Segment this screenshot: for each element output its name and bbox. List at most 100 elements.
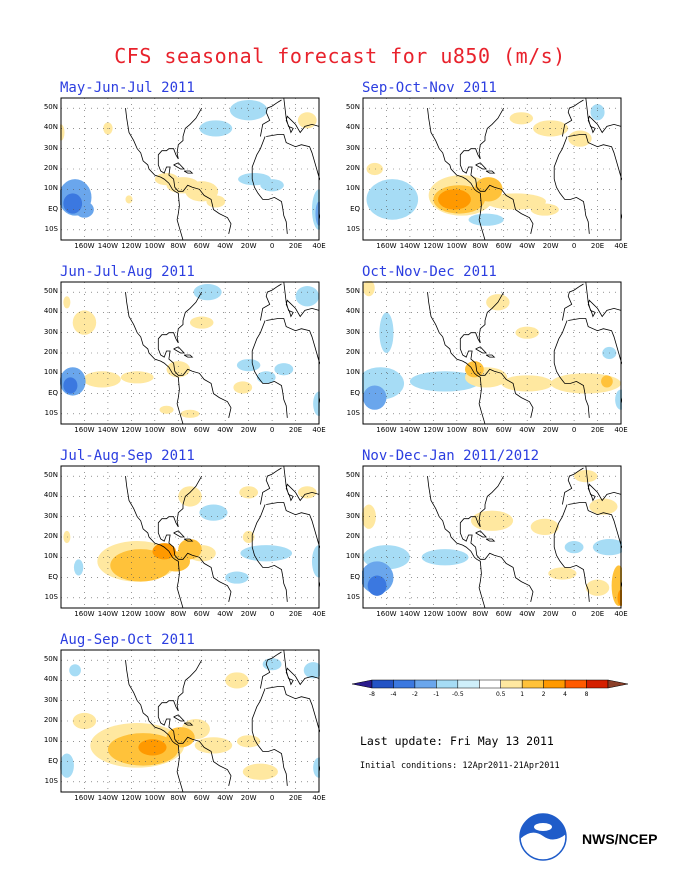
coastline	[585, 281, 622, 318]
y-tick-label: EQ	[48, 388, 58, 397]
panel-title: Jul-Aug-Sep 2011	[60, 448, 195, 464]
coastline	[283, 465, 320, 502]
anomaly-region	[83, 371, 121, 388]
anomaly-region	[190, 316, 214, 329]
x-tick-label: 120W	[423, 242, 444, 250]
coastline	[173, 530, 186, 538]
x-tick-label: 0	[269, 242, 275, 250]
x-tick-label: 160W	[376, 426, 397, 434]
x-tick-label: 40E	[312, 794, 326, 802]
x-tick-label: 40W	[217, 242, 234, 250]
coastline	[459, 107, 534, 234]
map-panel	[362, 97, 622, 241]
anomaly-region	[564, 541, 584, 554]
anomaly-region	[166, 727, 195, 748]
x-tick-label: 160W	[376, 242, 397, 250]
anomaly-region	[185, 181, 219, 202]
y-tick-label: 50N	[43, 103, 58, 112]
y-tick-label: 30N	[43, 695, 58, 704]
y-tick-label: 10S	[346, 592, 360, 601]
y-tick-label: 10S	[44, 776, 58, 785]
coastline	[183, 538, 194, 542]
y-tick-label: 40N	[43, 123, 58, 132]
anomaly-region	[366, 179, 419, 220]
anomaly-region	[548, 567, 577, 580]
coastline	[475, 162, 488, 170]
y-tick-label: 50N	[345, 471, 360, 480]
y-tick-label: 20N	[43, 348, 58, 356]
anomaly-region	[465, 361, 484, 378]
colorbar-label: -0.5	[452, 691, 464, 698]
anomaly-region	[363, 281, 375, 297]
map-panel	[60, 465, 320, 609]
anomaly-region	[295, 286, 319, 307]
colorbar-swatch	[351, 679, 373, 689]
colorbar-label: -1	[433, 691, 439, 698]
panel-title: Jun-Jul-Aug 2011	[60, 264, 195, 280]
x-tick-label: 100W	[446, 426, 467, 434]
colorbar-label: -4	[390, 691, 396, 698]
anomaly-region	[240, 545, 293, 562]
x-tick-label: 100W	[144, 242, 165, 250]
colorbar-label: -2	[412, 691, 418, 698]
anomaly-region	[589, 498, 618, 515]
y-tick-label: 10N	[43, 552, 58, 561]
x-tick-label: 140W	[399, 426, 421, 434]
anomaly-region	[242, 763, 278, 780]
anomaly-region	[363, 385, 387, 410]
x-tick-label: 100W	[446, 610, 467, 618]
anomaly-region	[509, 112, 534, 125]
y-tick-label: 10S	[346, 408, 360, 417]
x-tick-label: 0	[269, 426, 275, 434]
x-tick-label: 40W	[519, 610, 536, 618]
coastline	[427, 476, 486, 609]
anomaly-region	[313, 757, 320, 778]
x-tick-label: 40E	[614, 242, 628, 250]
coastline	[125, 660, 184, 793]
anomaly-region	[530, 203, 559, 216]
y-tick-label: 30N	[43, 511, 58, 520]
anomaly-region	[379, 312, 394, 353]
anomaly-region	[199, 504, 228, 521]
last-update-text: Last update: Fri May 13 2011	[360, 734, 554, 748]
y-tick-label: 40N	[43, 491, 58, 500]
x-tick-label: 80W	[170, 242, 187, 250]
coastline	[553, 504, 590, 602]
x-tick-label: 20E	[288, 610, 303, 618]
anomaly-region	[60, 753, 74, 778]
coastline	[266, 318, 320, 365]
map-panel	[60, 97, 320, 241]
colorbar-swatch	[500, 679, 523, 689]
coastline	[562, 99, 584, 137]
coastline	[485, 354, 496, 358]
anomaly-region	[225, 672, 249, 689]
x-tick-label: 80W	[472, 610, 489, 618]
y-tick-label: 40N	[345, 123, 360, 132]
anomaly-region	[260, 179, 284, 192]
anomaly-region	[530, 518, 559, 535]
x-tick-label: 20W	[240, 242, 257, 250]
coastline	[125, 292, 184, 425]
coastline	[125, 476, 184, 609]
coastline	[266, 502, 320, 549]
x-tick-label: 140W	[97, 426, 119, 434]
map-frame	[362, 97, 622, 241]
anomaly-region	[256, 371, 276, 384]
map-panel	[362, 465, 622, 609]
coastline	[260, 283, 282, 321]
x-tick-label: 0	[269, 794, 275, 802]
y-tick-label: 50N	[345, 103, 360, 112]
colorbar-swatch	[414, 679, 437, 689]
colorbar-swatch	[564, 679, 587, 689]
anomaly-region	[601, 375, 613, 388]
x-tick-label: 20E	[288, 426, 303, 434]
x-tick-label: 60W	[193, 610, 210, 618]
y-tick-label: EQ	[48, 572, 58, 581]
anomaly-region	[233, 381, 253, 394]
x-tick-label: 20W	[542, 426, 559, 434]
y-tick-label: 30N	[345, 511, 360, 520]
coastline	[260, 651, 282, 689]
y-tick-label: 10S	[44, 592, 58, 601]
x-tick-label: 80W	[170, 426, 187, 434]
x-tick-label: 100W	[144, 610, 165, 618]
